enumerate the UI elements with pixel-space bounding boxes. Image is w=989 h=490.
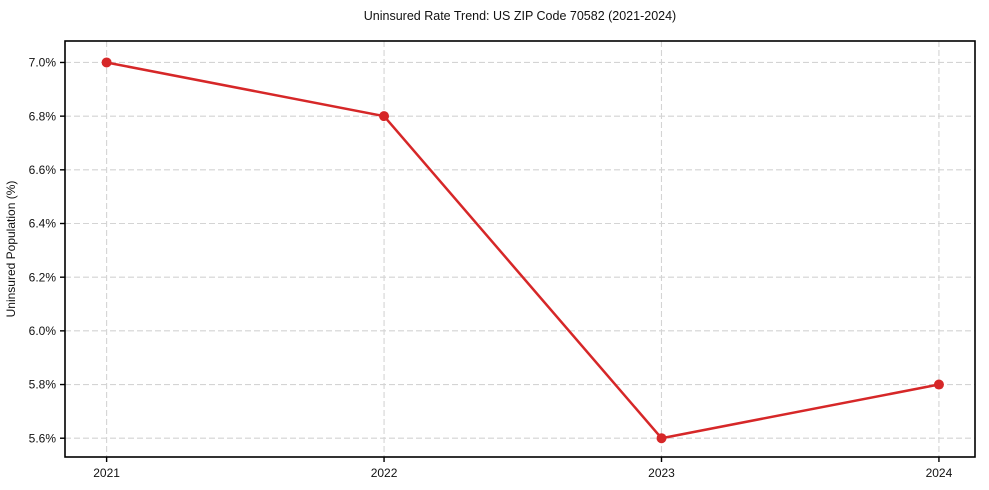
- y-tick-label: 7.0%: [29, 56, 57, 70]
- y-tick-label: 5.8%: [29, 378, 57, 392]
- plot-area: 2021 2022 2023 2024 5.6% 5.8% 6.0% 6.2% 6.4% 6.6%…: [29, 40, 976, 480]
- y-axis-label: Uninsured Population (%): [4, 181, 18, 318]
- y-tick-label: 6.2%: [29, 270, 57, 284]
- y-tick-label: 6.4%: [29, 217, 57, 231]
- x-tick-label: 2022: [371, 466, 398, 480]
- plot-border: [64, 40, 976, 458]
- data-point-marker: [379, 111, 390, 122]
- x-tick-label: 2024: [926, 466, 953, 480]
- chart-title: Uninsured Rate Trend: US ZIP Code 70582 …: [364, 9, 676, 23]
- x-tick-label: 2023: [648, 466, 675, 480]
- x-tick-label: 2021: [93, 466, 120, 480]
- trend-line: [105, 61, 941, 440]
- data-point-marker: [656, 433, 667, 444]
- y-tick-label: 6.0%: [29, 324, 57, 338]
- data-point-marker: [101, 57, 112, 68]
- y-tick-label: 5.6%: [29, 431, 57, 445]
- data-point-marker: [933, 379, 944, 390]
- y-tick-label: 6.6%: [29, 163, 57, 177]
- y-tick-label: 6.8%: [29, 109, 57, 123]
